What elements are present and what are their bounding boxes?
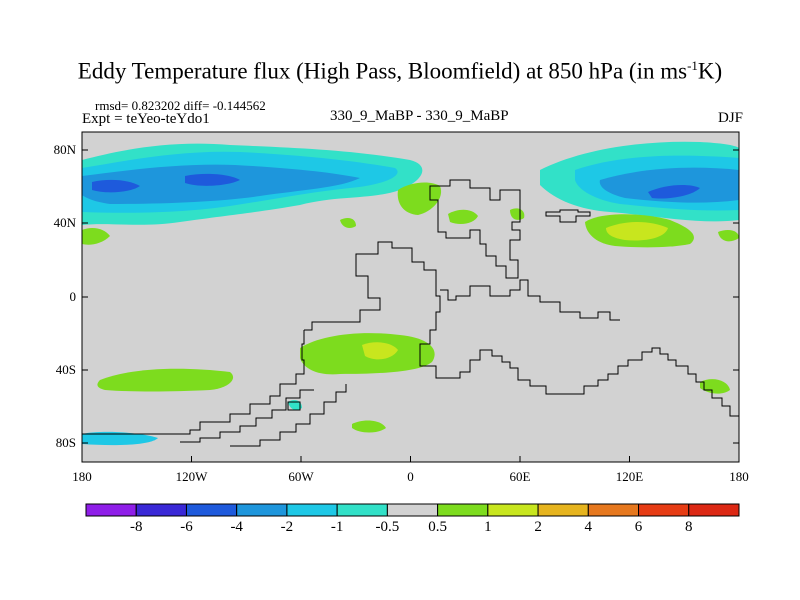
contour-neg-core-west-2 xyxy=(185,173,240,186)
contour-pos-east-40n-core xyxy=(606,222,668,241)
x-tick-label: 60E xyxy=(509,469,531,484)
colorbar-boxes xyxy=(85,503,740,517)
colorbar-swatch xyxy=(386,503,439,517)
contour-neg-band-east-inner xyxy=(599,167,739,203)
contour-pos-westatl xyxy=(82,228,110,245)
coastline-arabia xyxy=(545,209,591,223)
comparison-label: 330_9_MaBP - 330_9_MaBP xyxy=(330,108,509,124)
coastline-americas xyxy=(304,241,739,417)
experiment-label: Expt = teYeo-teYdo1 xyxy=(82,111,210,127)
y-tick-label: 40S xyxy=(55,362,76,377)
coastline-antarctic-1 xyxy=(82,330,305,435)
stats-label: rmsd= 0.823202 diff= -0.144562 xyxy=(95,98,266,113)
season-label: DJF xyxy=(717,110,743,126)
colorbar-swatch xyxy=(286,503,338,517)
contour-fields xyxy=(82,141,739,446)
colorbar-label: -6 xyxy=(180,519,193,535)
coastline-island-atlantic xyxy=(287,401,301,411)
colorbar-label: -2 xyxy=(280,519,294,535)
colorbar-label: -8 xyxy=(129,519,143,535)
contour-neg-core-east xyxy=(648,184,700,199)
contour-pos-atl-small xyxy=(340,218,356,228)
colorbar-swatch xyxy=(85,503,137,517)
colorbar-swatch xyxy=(437,503,489,517)
colorbar-label: -1 xyxy=(330,519,344,535)
contour-neg-core-west-1 xyxy=(92,179,140,193)
x-tick-label: 120W xyxy=(175,469,208,484)
colorbar-swatch xyxy=(135,503,187,517)
colorbar-label: 0.5 xyxy=(428,519,447,535)
y-tick-label: 40N xyxy=(53,215,76,230)
colorbar-swatch xyxy=(587,503,640,517)
colorbar-swatch xyxy=(236,503,288,517)
coastline-antarctic-2 xyxy=(180,389,314,443)
colorbar-label: 6 xyxy=(634,519,643,535)
coastline-africa-eurasia xyxy=(429,179,521,279)
colorbar-swatch xyxy=(688,503,740,517)
colorbar-swatch xyxy=(537,503,589,517)
colorbar-label: -0.5 xyxy=(375,519,400,535)
contour-pos-southern-west xyxy=(97,368,234,392)
contour-pos-far-south xyxy=(352,420,386,433)
y-tick-label: 80S xyxy=(55,435,76,450)
x-tick-label: 120E xyxy=(615,469,644,484)
x-tick-label: 0 xyxy=(407,469,414,484)
y-tick-label: 80N xyxy=(53,142,76,157)
x-tick-label: 180 xyxy=(72,469,92,484)
x-tick-label: 180 xyxy=(729,469,749,484)
contour-pos-caspian xyxy=(510,208,525,220)
contour-pos-med xyxy=(448,209,478,224)
axis-ticks xyxy=(81,149,740,462)
contour-pos-east-edge xyxy=(718,230,739,242)
plot-title: Eddy Temperature flux (High Pass, Bloomf… xyxy=(77,58,723,84)
coastlines xyxy=(82,179,739,447)
coastline-india-africa xyxy=(440,279,620,321)
colorbar-label: 1 xyxy=(484,519,492,535)
colorbar-swatch xyxy=(336,503,388,517)
colorbar-label: -4 xyxy=(230,519,243,535)
colorbar-label: 4 xyxy=(584,519,593,535)
colorbar-swatch xyxy=(638,503,690,517)
colorbar-swatch xyxy=(185,503,238,517)
colorbar-label: 8 xyxy=(685,519,693,535)
x-tick-label: 60W xyxy=(288,469,314,484)
contour-neg-far-south xyxy=(82,431,158,446)
coastline-antarctic-3 xyxy=(230,384,347,447)
colorbar-label: 2 xyxy=(534,519,542,535)
y-tick-label: 0 xyxy=(69,289,77,304)
colorbar-swatch xyxy=(487,503,539,517)
contour-pos-southamerica-core xyxy=(362,342,398,360)
